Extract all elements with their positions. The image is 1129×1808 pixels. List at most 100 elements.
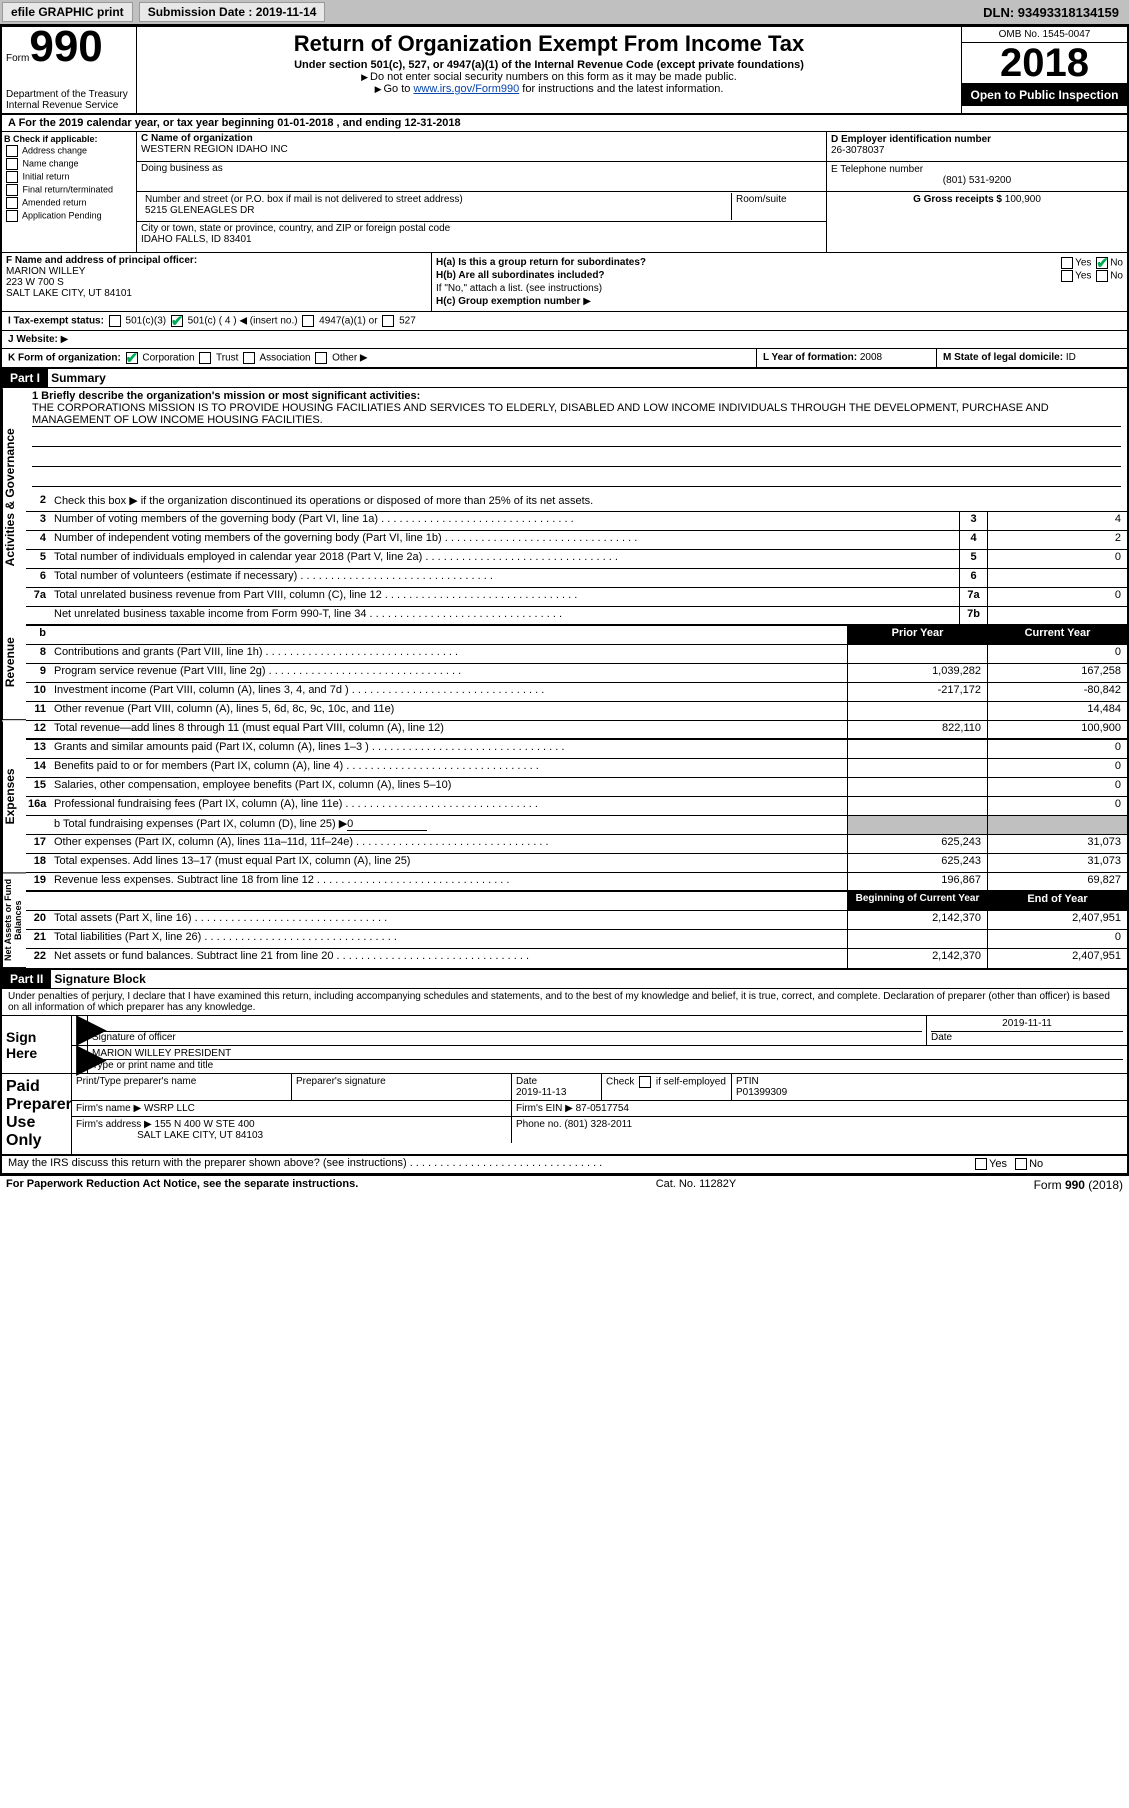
q10-prior: -217,172 [847,683,987,701]
form-990: Form990 Department of the Treasury Inter… [0,25,1129,1176]
firm-ein: 87-0517754 [576,1103,629,1114]
side-governance: Activities & Governance [2,388,26,606]
ein-value: 26-3078037 [831,145,1123,156]
footer-left: For Paperwork Reduction Act Notice, see … [6,1178,358,1192]
lbl-corp: Corporation [142,353,194,364]
prep-date: 2019-11-13 [516,1087,566,1098]
firm-name-label: Firm's name ▶ [76,1103,141,1114]
part-2-title: Signature Block [54,972,145,986]
chk-trust[interactable] [199,352,211,364]
q12-curr: 100,900 [987,721,1127,738]
h-b-label: H(b) Are all subordinates included? [436,270,605,281]
q16b-text: b Total fundraising expenses (Part IX, c… [54,818,347,830]
q13-text: Grants and similar amounts paid (Part IX… [52,740,847,758]
chk-final-return[interactable] [6,184,18,196]
chk-pending[interactable] [6,210,18,222]
year-formation: 2008 [860,352,882,363]
chk-address-change[interactable] [6,145,18,157]
q7a-val: 0 [987,588,1127,606]
part-1-title: Summary [51,371,106,385]
street-value: 5215 GLENEAGLES DR [145,205,727,216]
q21-curr: 0 [987,930,1127,948]
ptin-label: PTIN [736,1076,759,1087]
q3-text: Number of voting members of the governin… [52,512,959,530]
chk-discuss-yes[interactable] [975,1158,987,1170]
hdr-end-year: End of Year [987,892,1127,910]
q13-curr: 0 [987,740,1127,758]
footer-mid: Cat. No. 11282Y [656,1178,737,1192]
form-header: Form990 Department of the Treasury Inter… [2,27,1127,115]
chk-assoc[interactable] [243,352,255,364]
firm-ein-label: Firm's EIN ▶ [516,1103,573,1114]
ptin-value: P01399309 [736,1087,787,1098]
type-name-label: Type or print name and title [92,1060,1123,1071]
q21-text: Total liabilities (Part X, line 26) [52,930,847,948]
hdr-begin-year: Beginning of Current Year [847,892,987,910]
chk-ha-yes[interactable] [1061,257,1073,269]
box-b-title: B Check if applicable: [4,134,134,144]
q15-curr: 0 [987,778,1127,796]
officer-addr1: 223 W 700 S [6,277,427,288]
lbl-pending: Application Pending [22,210,102,220]
chk-hb-yes[interactable] [1061,270,1073,282]
q14-prior [847,759,987,777]
block-f-h: F Name and address of principal officer:… [2,253,1127,312]
q16a-prior [847,797,987,815]
city-value: IDAHO FALLS, ID 83401 [141,234,822,245]
officer-printed-name: MARION WILLEY PRESIDENT [92,1048,1123,1060]
q3-val: 4 [987,512,1127,530]
website-label: J Website: [8,334,58,345]
q16a-curr: 0 [987,797,1127,815]
q1-label: 1 Briefly describe the organization's mi… [32,390,1121,402]
lbl-initial-return: Initial return [23,171,70,181]
chk-corp[interactable] [126,352,138,364]
chk-527[interactable] [382,315,394,327]
prep-date-label: Date [516,1076,537,1087]
lbl-527: 527 [399,316,416,327]
form-word: Form [6,53,29,64]
part-1-badge: Part I [2,369,48,387]
h-b-note: If "No," attach a list. (see instruction… [436,283,1123,294]
q10-text: Investment income (Part VIII, column (A)… [52,683,847,701]
q9-text: Program service revenue (Part VIII, line… [52,664,847,682]
efile-print-button[interactable]: efile GRAPHIC print [2,2,133,22]
firm-phone: (801) 328-2011 [564,1119,632,1130]
firm-name: WSRP LLC [144,1103,195,1114]
hdr-current-year: Current Year [987,626,1127,644]
sig-date-label: Date [931,1032,1123,1043]
form-subtitle: Under section 501(c), 527, or 4947(a)(1)… [141,59,957,71]
org-name: WESTERN REGION IDAHO INC [141,144,822,155]
state-domicile: ID [1066,352,1076,363]
q11-curr: 14,484 [987,702,1127,720]
footer-right-year: (2018) [1085,1178,1123,1192]
chk-hb-no[interactable] [1096,270,1108,282]
irs-link[interactable]: www.irs.gov/Form990 [413,83,519,95]
chk-self-employed[interactable] [639,1076,651,1088]
lbl-self-employed: if self-employed [653,1077,726,1088]
q10-curr: -80,842 [987,683,1127,701]
phone-label: E Telephone number [831,164,1123,175]
q12-prior: 822,110 [847,721,987,738]
gross-receipts-value: 100,900 [1005,194,1041,205]
q15-prior [847,778,987,796]
chk-ha-no[interactable] [1096,257,1108,269]
lbl-other: Other [332,353,357,364]
chk-initial-return[interactable] [6,171,18,183]
chk-amended[interactable] [6,197,18,209]
q16a-text: Professional fundraising fees (Part IX, … [52,797,847,815]
chk-4947[interactable] [302,315,314,327]
chk-501c[interactable] [171,315,183,327]
chk-discuss-no[interactable] [1015,1158,1027,1170]
officer-addr2: SALT LAKE CITY, UT 84101 [6,288,427,299]
q2-text: Check this box ▶ if the organization dis… [52,493,1127,511]
q22-curr: 2,407,951 [987,949,1127,968]
chk-other[interactable] [315,352,327,364]
q7a-text: Total unrelated business revenue from Pa… [52,588,959,606]
q17-prior: 625,243 [847,835,987,853]
q7b-text: Net unrelated business taxable income fr… [52,607,959,624]
chk-name-change[interactable] [6,158,18,170]
side-expenses: Expenses [2,721,26,873]
chk-501c3[interactable] [109,315,121,327]
footer-right-prefix: Form [1034,1178,1065,1192]
dba-label: Doing business as [141,163,822,174]
